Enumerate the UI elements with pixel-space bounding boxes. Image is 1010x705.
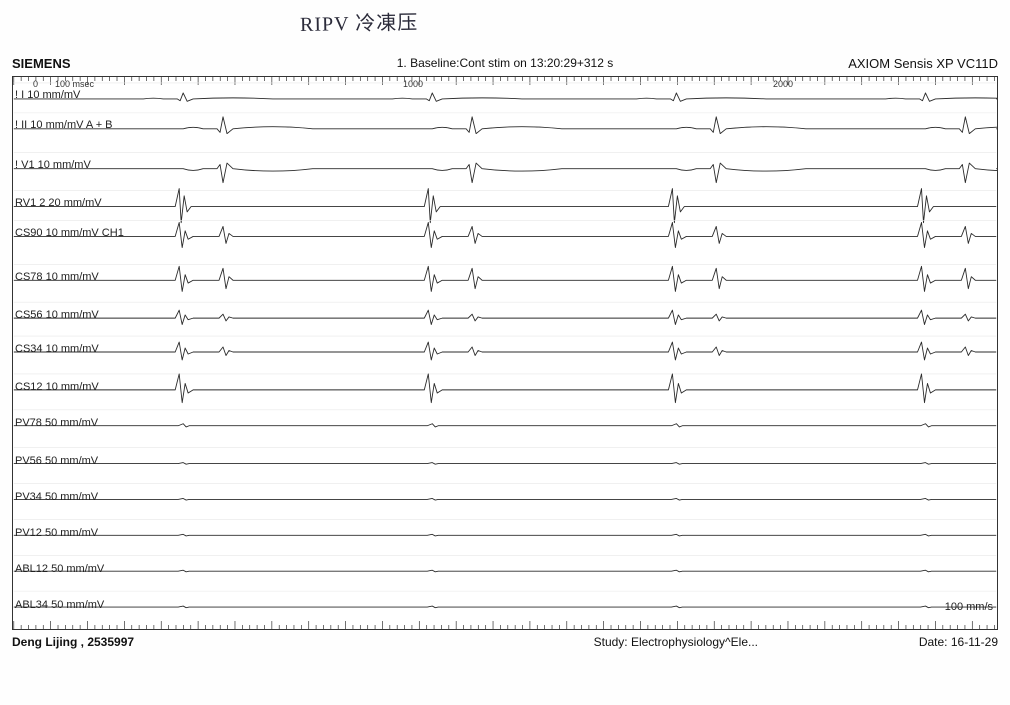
footer-bar: Deng Lijing , 2535997 Study: Electrophys… [12, 635, 998, 653]
channel-label: PV78 50 mm/mV [15, 417, 98, 429]
channel-label: CS56 10 mm/mV [15, 309, 99, 321]
system-label: AXIOM Sensis XP VC11D [848, 56, 998, 71]
ruler-tick-label: 1000 [403, 79, 423, 89]
channel-label: PV56 50 mm/mV [15, 455, 98, 467]
channel-label: RV1 2 20 mm/mV [15, 197, 102, 209]
channel-label: ! II 10 mm/mV A + B [15, 119, 113, 131]
ruler-tick-label: 2000 [773, 79, 793, 89]
study-label: Study: Electrophysiology^Ele... [594, 635, 758, 649]
channel-label: ! I 10 mm/mV [15, 89, 80, 101]
handwriting-annotation: RIPV 冷凍压 [300, 6, 419, 37]
channel-label: ! V1 10 mm/mV [15, 159, 91, 171]
channel-label: ABL12 50 mm/mV [15, 563, 104, 575]
patient-label: Deng Lijing , 2535997 [12, 635, 134, 649]
channel-label: PV34 50 mm/mV [15, 491, 98, 503]
channel-label: CS34 10 mm/mV [15, 343, 99, 355]
channel-label: CS90 10 mm/mV CH1 [15, 227, 124, 239]
ep-recording-chart: 100 mm/s 0 100 msec 1000 2000 ! I 10 mm/mV ! … [12, 76, 998, 630]
date-label: Date: 16-11-29 [919, 635, 998, 649]
channel-label: ABL34 50 mm/mV [15, 599, 104, 611]
sweep-speed-label: 100 mm/s [945, 601, 993, 613]
ruler-tick-label: 0 [33, 79, 38, 89]
channel-label: PV12 50 mm/mV [15, 527, 98, 539]
channel-label: CS12 10 mm/mV [15, 381, 99, 393]
ruler-tick-label: 100 msec [55, 79, 94, 89]
channel-label: CS78 10 mm/mV [15, 271, 99, 283]
header-bar: SIEMENS 1. Baseline:Cont stim on 13:20:2… [12, 56, 998, 74]
